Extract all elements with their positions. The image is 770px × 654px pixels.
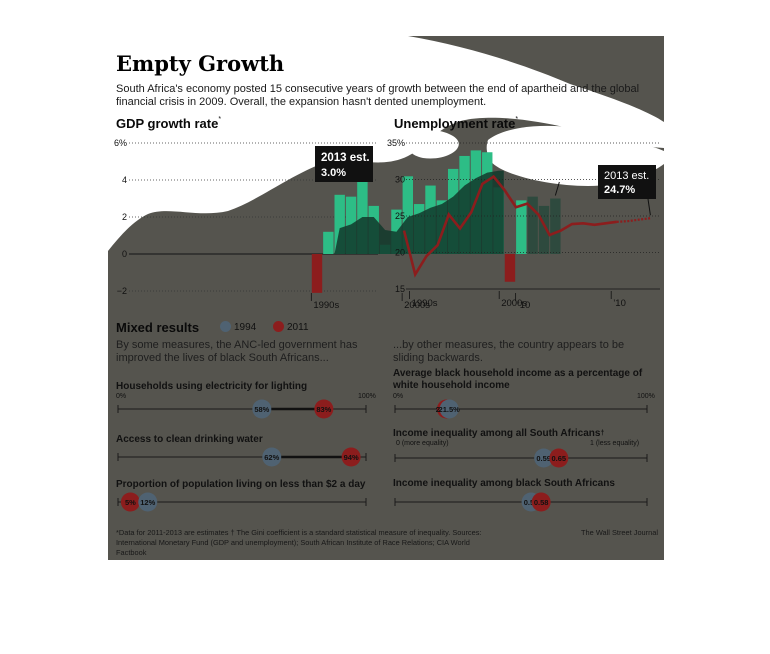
dot-1994-label: 62% [264,453,279,462]
gdp-ytick-label: 4 [122,175,127,185]
unemp-xtick-label: 2000s [501,298,527,309]
gdp-bar-estimate [550,198,561,254]
gdp-bar-negative [504,254,516,282]
unemp-callout-box [598,165,656,199]
gdp-trend-overlay [334,170,504,254]
row-title-income-ratio: Average black household income as a perc… [393,368,643,391]
unemp-ytick-label: 15 [395,284,405,294]
unemp-xtick-label: ’10 [613,298,626,309]
gdp-bar [323,231,334,254]
source-credit: The Wall Street Journal [581,528,658,537]
axis-left-income-ratio: 0% [393,393,404,400]
unemp-callout-value: 24.7% [604,184,635,196]
row-title-water: Access to clean drinking water [116,434,263,445]
dot-1994-label: 0.54 [524,498,539,507]
axis-left-inequality: 0 (more equality) [396,440,449,447]
row-title-inequality-all: Income inequality among all South Africa… [393,428,605,439]
dot-1994 [439,399,459,419]
page-title: Empty Growth [116,51,285,76]
mixed-results-title: Mixed results [116,320,200,335]
gdp-ytick-label: 6% [114,138,127,148]
dot-1994-label: 12% [140,498,155,507]
row-title-electricity: Households using electricity for lightin… [116,381,308,392]
dot-2011 [531,492,551,512]
gdp-callout-label: 2013 est. [321,152,370,164]
dot-2011-label: 0.65 [551,454,566,463]
gdp-bar [516,200,527,254]
unemp-line-estimate [616,217,651,223]
dot-2011 [549,448,569,468]
legend-dot-2011 [273,321,284,332]
mixed-left-description: By some measures, the ANC-led government… [116,339,358,364]
unemp-callout-leader [647,198,651,216]
gdp-ytick-label: 0 [122,249,127,259]
dot-2011-label: 5% [125,498,136,507]
gdp-ytick-label: −2 [117,286,127,296]
unemp-ytick-label: 25 [395,211,405,221]
dot-1994 [534,448,554,468]
unemp-ytick-label: 30 [395,175,405,185]
page-subtitle: South Africa's economy posted 15 consecu… [116,83,640,108]
dot-2011-label: 83% [316,405,331,414]
dot-2011 [314,399,334,419]
legend-1994: 1994 [220,321,256,333]
gdp-bar-negative [311,254,323,293]
axis-right-income-ratio: 100% [637,393,655,400]
unemp-ytick-label: 20 [395,248,405,258]
gdp-ytick-label: 2 [122,212,127,222]
white-cloud-shape [108,36,664,251]
dot-1994-label: 0.59 [536,454,551,463]
unemp-xtick-label: 1990s [412,298,438,309]
legend-dot-1994 [220,321,231,332]
background-blobs [108,36,664,251]
row-title-inequality-black: Income inequality among black South Afri… [393,478,615,489]
legend-2011: 2011 [273,321,309,333]
dot-2011 [341,447,361,467]
dot-1994-label: 21.5% [439,405,461,414]
axis-right-electricity: 100% [358,393,376,400]
dot-2011-label: 0.58 [534,498,549,507]
gdp-bar-estimate [538,205,550,254]
gdp-xtick-label: 2000s [404,300,430,311]
gdp-callout-box [315,146,373,182]
dot-1994-label: 58% [254,405,269,414]
axis-right-inequality: 1 (less equality) [590,440,640,447]
gdp-bar [357,174,368,254]
gdp-chart-title: GDP growth rate* [116,116,222,131]
mixed-right-description: ...by other measures, the country appear… [393,339,625,364]
dot-2011-label: 94% [344,453,359,462]
unemp-callout-label: 2013 est. [604,170,649,182]
gdp-bar [402,176,413,254]
mixed-results-dot-plot: 58%83%62%94%5%12%20.4%21.5%0.590.650.540… [117,399,648,512]
gdp-callout-value: 3.0% [321,167,346,179]
gdp-xtick-label: 1990s [313,300,339,311]
gdp-bar-estimate [527,196,538,254]
unemp-line [402,174,617,278]
gdp-xtick-label: ’10 [518,300,531,311]
dot-1994 [262,447,282,467]
row-title-poverty: Proportion of population living on less … [116,479,366,490]
dot-1994 [252,399,272,419]
gdp-callout-leader [554,181,560,196]
white-cloud-left-small [404,129,459,159]
gdp-bar [334,194,345,254]
unemployment-chart-title: Unemployment rate* [394,116,519,131]
axis-left-electricity: 0% [116,393,127,400]
footnotes: *Data for 2011-2013 are estimates † The … [116,528,482,557]
unemp-ytick-label: 35% [387,138,405,148]
dot-2011 [120,492,140,512]
infographic-panel: Empty Growth South Africa's economy post… [108,36,664,560]
dot-1994 [138,492,158,512]
